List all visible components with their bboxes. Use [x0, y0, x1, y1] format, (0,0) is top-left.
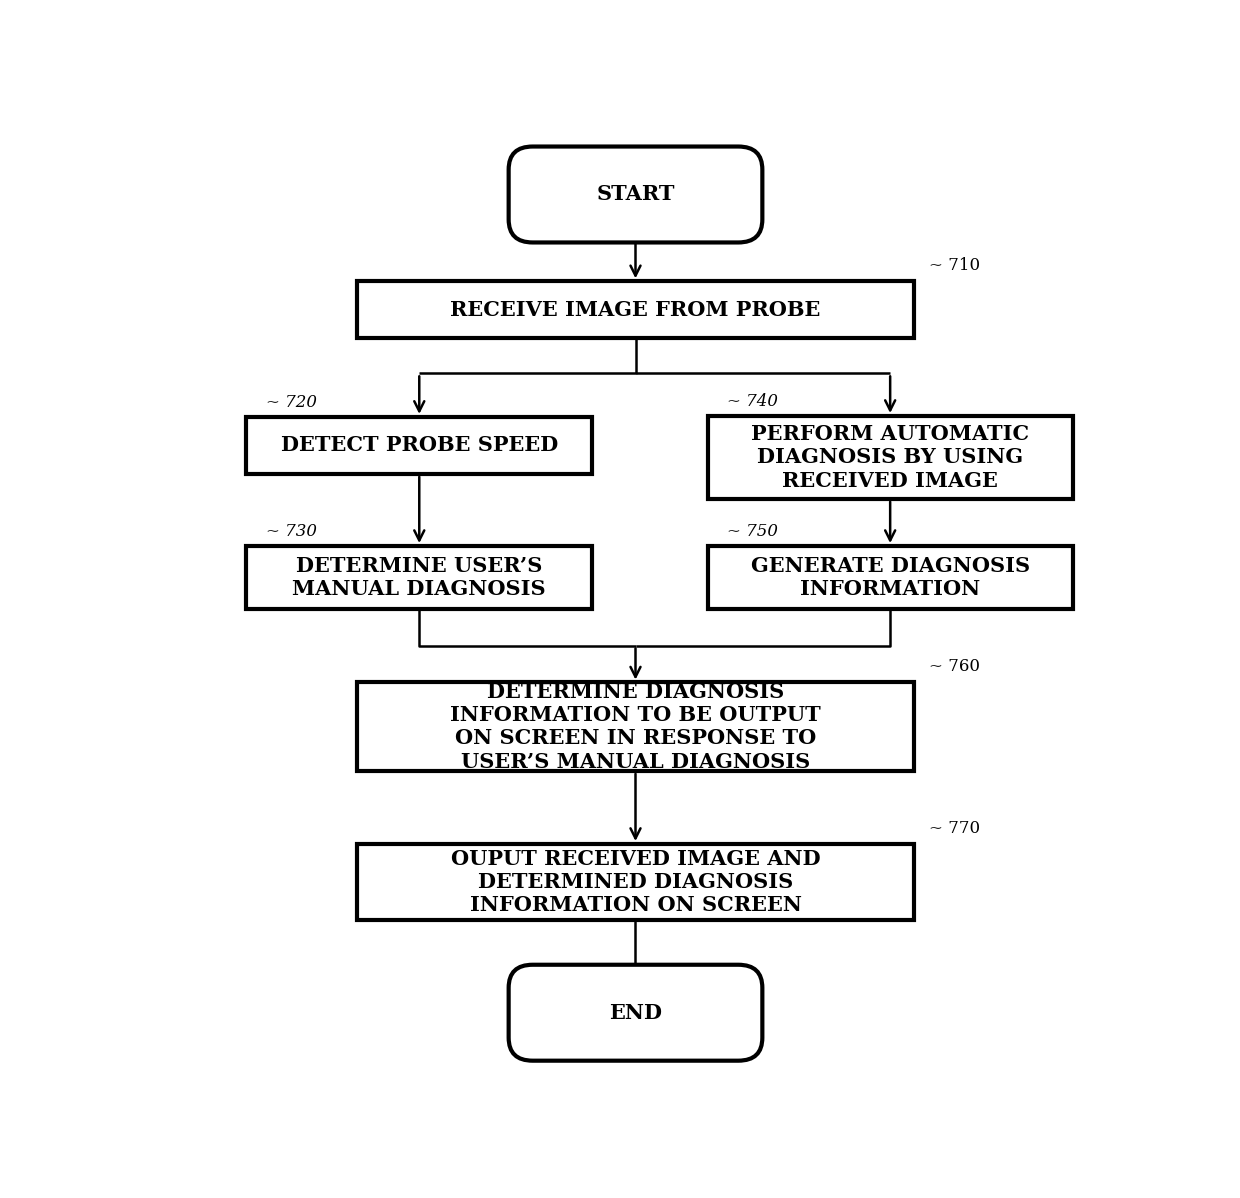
FancyBboxPatch shape	[508, 146, 763, 242]
Text: OUPUT RECEIVED IMAGE AND
DETERMINED DIAGNOSIS
INFORMATION ON SCREEN: OUPUT RECEIVED IMAGE AND DETERMINED DIAG…	[450, 848, 821, 915]
Text: START: START	[596, 184, 675, 205]
Bar	[357, 282, 914, 338]
Text: PERFORM AUTOMATIC
DIAGNOSIS BY USING
RECEIVED IMAGE: PERFORM AUTOMATIC DIAGNOSIS BY USING REC…	[751, 424, 1029, 491]
Text: ~ 730: ~ 730	[265, 524, 316, 540]
Text: ~ 740: ~ 740	[727, 393, 777, 411]
Text: ~ 710: ~ 710	[929, 256, 980, 274]
Bar	[357, 683, 914, 772]
Text: ~ 720: ~ 720	[265, 394, 316, 411]
Text: DETERMINE USER’S
MANUAL DIAGNOSIS: DETERMINE USER’S MANUAL DIAGNOSIS	[293, 556, 546, 599]
Bar	[247, 417, 593, 474]
Text: END: END	[609, 1003, 662, 1023]
Text: RECEIVE IMAGE FROM PROBE: RECEIVE IMAGE FROM PROBE	[450, 300, 821, 320]
Text: DETERMINE DIAGNOSIS
INFORMATION TO BE OUTPUT
ON SCREEN IN RESPONSE TO
USER’S MAN: DETERMINE DIAGNOSIS INFORMATION TO BE OU…	[450, 682, 821, 772]
FancyBboxPatch shape	[508, 964, 763, 1060]
Bar	[708, 546, 1073, 609]
Bar	[247, 546, 593, 609]
Text: ~ 760: ~ 760	[929, 658, 980, 676]
Bar	[357, 843, 914, 920]
Text: ~ 750: ~ 750	[727, 524, 777, 540]
Bar	[708, 416, 1073, 498]
Text: DETECT PROBE SPEED: DETECT PROBE SPEED	[280, 435, 558, 455]
Text: GENERATE DIAGNOSIS
INFORMATION: GENERATE DIAGNOSIS INFORMATION	[750, 556, 1029, 599]
Text: ~ 770: ~ 770	[929, 819, 980, 836]
